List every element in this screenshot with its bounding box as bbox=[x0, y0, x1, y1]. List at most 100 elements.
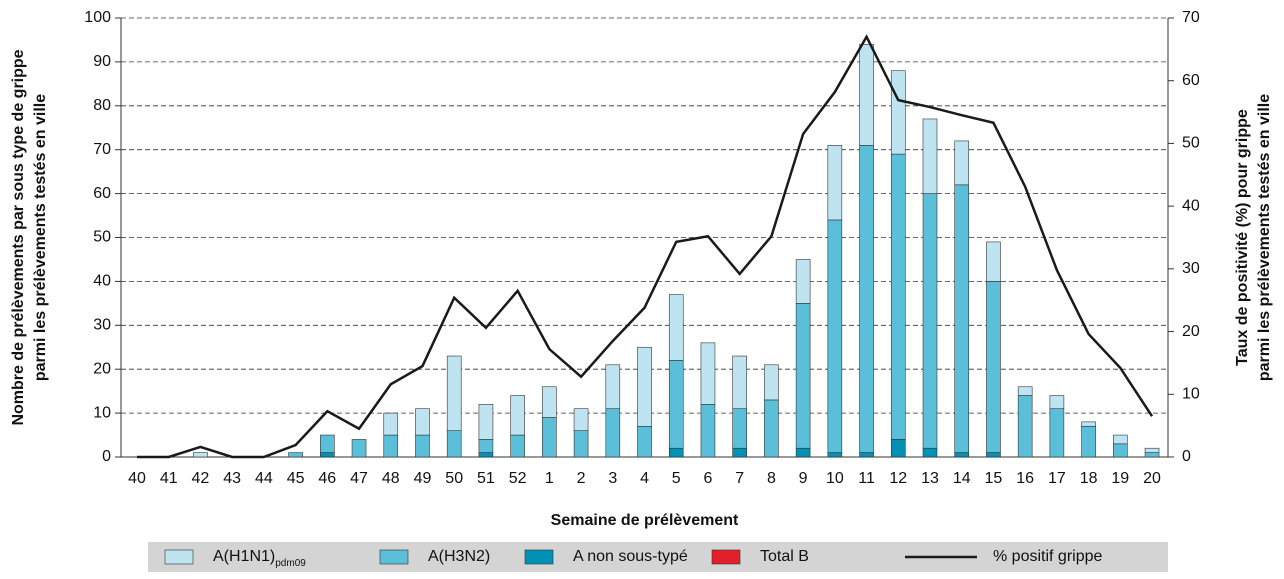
legend-label: A(H1N1)pdm09 bbox=[213, 548, 306, 568]
bar-segment bbox=[954, 452, 970, 458]
x-tick-label: 6 bbox=[704, 470, 713, 487]
bar-segment bbox=[986, 452, 1001, 458]
legend-swatch bbox=[379, 549, 409, 565]
legend-label-text: A non sous-typé bbox=[573, 548, 688, 565]
bar-segment bbox=[890, 439, 906, 458]
bar-segment bbox=[1081, 425, 1096, 458]
bar-segment bbox=[320, 434, 335, 453]
bar-segment bbox=[668, 447, 684, 458]
bar-segment bbox=[605, 408, 621, 458]
y2-axis-title: Taux de positivité (%) pour grippe bbox=[1234, 109, 1251, 366]
y-tick-label: 90 bbox=[93, 53, 111, 70]
x-tick-label: 12 bbox=[889, 470, 907, 487]
x-tick-label: 52 bbox=[509, 470, 527, 487]
y-tick-label: 50 bbox=[93, 229, 111, 246]
legend-label-subscript: pdm09 bbox=[275, 558, 306, 569]
bar-segment bbox=[732, 408, 747, 449]
bar-segment bbox=[573, 408, 589, 431]
bar-segment bbox=[922, 447, 938, 458]
bar-segment bbox=[605, 364, 621, 410]
bar-segment bbox=[478, 404, 494, 440]
legend-label-text: A(H1N1) bbox=[213, 548, 275, 565]
bar-segment bbox=[1081, 421, 1096, 427]
x-tick-label: 44 bbox=[255, 470, 273, 487]
legend-label: % positif grippe bbox=[993, 548, 1102, 565]
x-tick-label: 49 bbox=[414, 470, 432, 487]
x-tick-label: 3 bbox=[608, 470, 617, 487]
legend-swatch bbox=[711, 549, 741, 565]
legend-label-text: Total B bbox=[760, 548, 809, 565]
y-axis-title: Nombre de prélèvements par sous type de … bbox=[10, 49, 27, 425]
x-tick-label: 10 bbox=[826, 470, 844, 487]
bar-segment bbox=[478, 452, 494, 458]
x-tick-label: 15 bbox=[985, 470, 1003, 487]
x-tick-label: 1 bbox=[545, 470, 554, 487]
bar-segment bbox=[510, 434, 525, 458]
bar-segment bbox=[1113, 434, 1128, 445]
x-tick-label: 48 bbox=[382, 470, 400, 487]
x-tick-label: 2 bbox=[577, 470, 586, 487]
bar-segment bbox=[510, 395, 525, 436]
y-tick-label: 60 bbox=[93, 185, 111, 202]
legend-background bbox=[148, 542, 1168, 572]
bar-segment bbox=[288, 452, 303, 458]
x-tick-label: 42 bbox=[192, 470, 210, 487]
x-tick-label: 16 bbox=[1016, 470, 1034, 487]
x-tick-label: 13 bbox=[921, 470, 939, 487]
x-tick-label: 45 bbox=[287, 470, 305, 487]
y-axis-title: parmi les prélèvements testés en ville bbox=[32, 94, 49, 381]
bar-segment bbox=[637, 346, 652, 427]
bar-segment bbox=[415, 408, 430, 436]
x-tick-label: 17 bbox=[1048, 470, 1066, 487]
legend-label-text: A(H3N2) bbox=[428, 548, 490, 565]
y2-tick-label: 40 bbox=[1182, 197, 1200, 214]
bar-segment bbox=[922, 193, 938, 449]
x-tick-label: 8 bbox=[767, 470, 776, 487]
bar-segment bbox=[351, 439, 367, 458]
bar-segment bbox=[954, 184, 970, 453]
bar-segment bbox=[320, 452, 335, 458]
bar-segment bbox=[764, 364, 779, 401]
x-tick-label: 20 bbox=[1143, 470, 1161, 487]
x-tick-label: 9 bbox=[799, 470, 808, 487]
y-tick-label: 20 bbox=[93, 360, 111, 377]
bar-segment bbox=[700, 342, 716, 405]
bar-segment bbox=[1017, 386, 1033, 396]
bar-segment bbox=[1017, 395, 1033, 458]
legend-label: A non sous-typé bbox=[573, 548, 688, 565]
bar-segment bbox=[700, 404, 716, 458]
x-tick-label: 4 bbox=[640, 470, 649, 487]
x-tick-label: 18 bbox=[1080, 470, 1098, 487]
x-tick-label: 50 bbox=[445, 470, 463, 487]
bar-segment bbox=[764, 399, 779, 458]
y-tick-label: 10 bbox=[93, 404, 111, 421]
bar-segment bbox=[732, 447, 747, 458]
bar-segment bbox=[1144, 452, 1160, 458]
bar-segment bbox=[795, 447, 811, 458]
bar-segment bbox=[573, 430, 589, 458]
bar-segment bbox=[922, 118, 938, 194]
x-tick-label: 19 bbox=[1111, 470, 1129, 487]
y2-tick-label: 10 bbox=[1182, 386, 1200, 403]
x-tick-label: 47 bbox=[350, 470, 368, 487]
bar-segment bbox=[1049, 408, 1065, 458]
y-tick-label: 100 bbox=[84, 9, 111, 26]
bar-segment bbox=[986, 241, 1001, 282]
bar-segment bbox=[446, 355, 462, 431]
bar-segment bbox=[827, 145, 843, 221]
bar-segment bbox=[542, 417, 557, 458]
x-tick-label: 51 bbox=[477, 470, 495, 487]
x-tick-label: 40 bbox=[128, 470, 146, 487]
bar-segment bbox=[383, 412, 399, 436]
line-series bbox=[137, 34, 1154, 459]
bar-segment bbox=[795, 259, 811, 304]
y-tick-label: 30 bbox=[93, 317, 111, 334]
x-tick-label: 46 bbox=[318, 470, 336, 487]
legend-label-text: % positif grippe bbox=[993, 548, 1102, 565]
y-tick-label: 70 bbox=[93, 141, 111, 158]
x-tick-label: 11 bbox=[858, 470, 875, 487]
bar-segment bbox=[890, 70, 906, 155]
bar-segment bbox=[1113, 443, 1128, 458]
legend-label: Total B bbox=[760, 548, 809, 565]
